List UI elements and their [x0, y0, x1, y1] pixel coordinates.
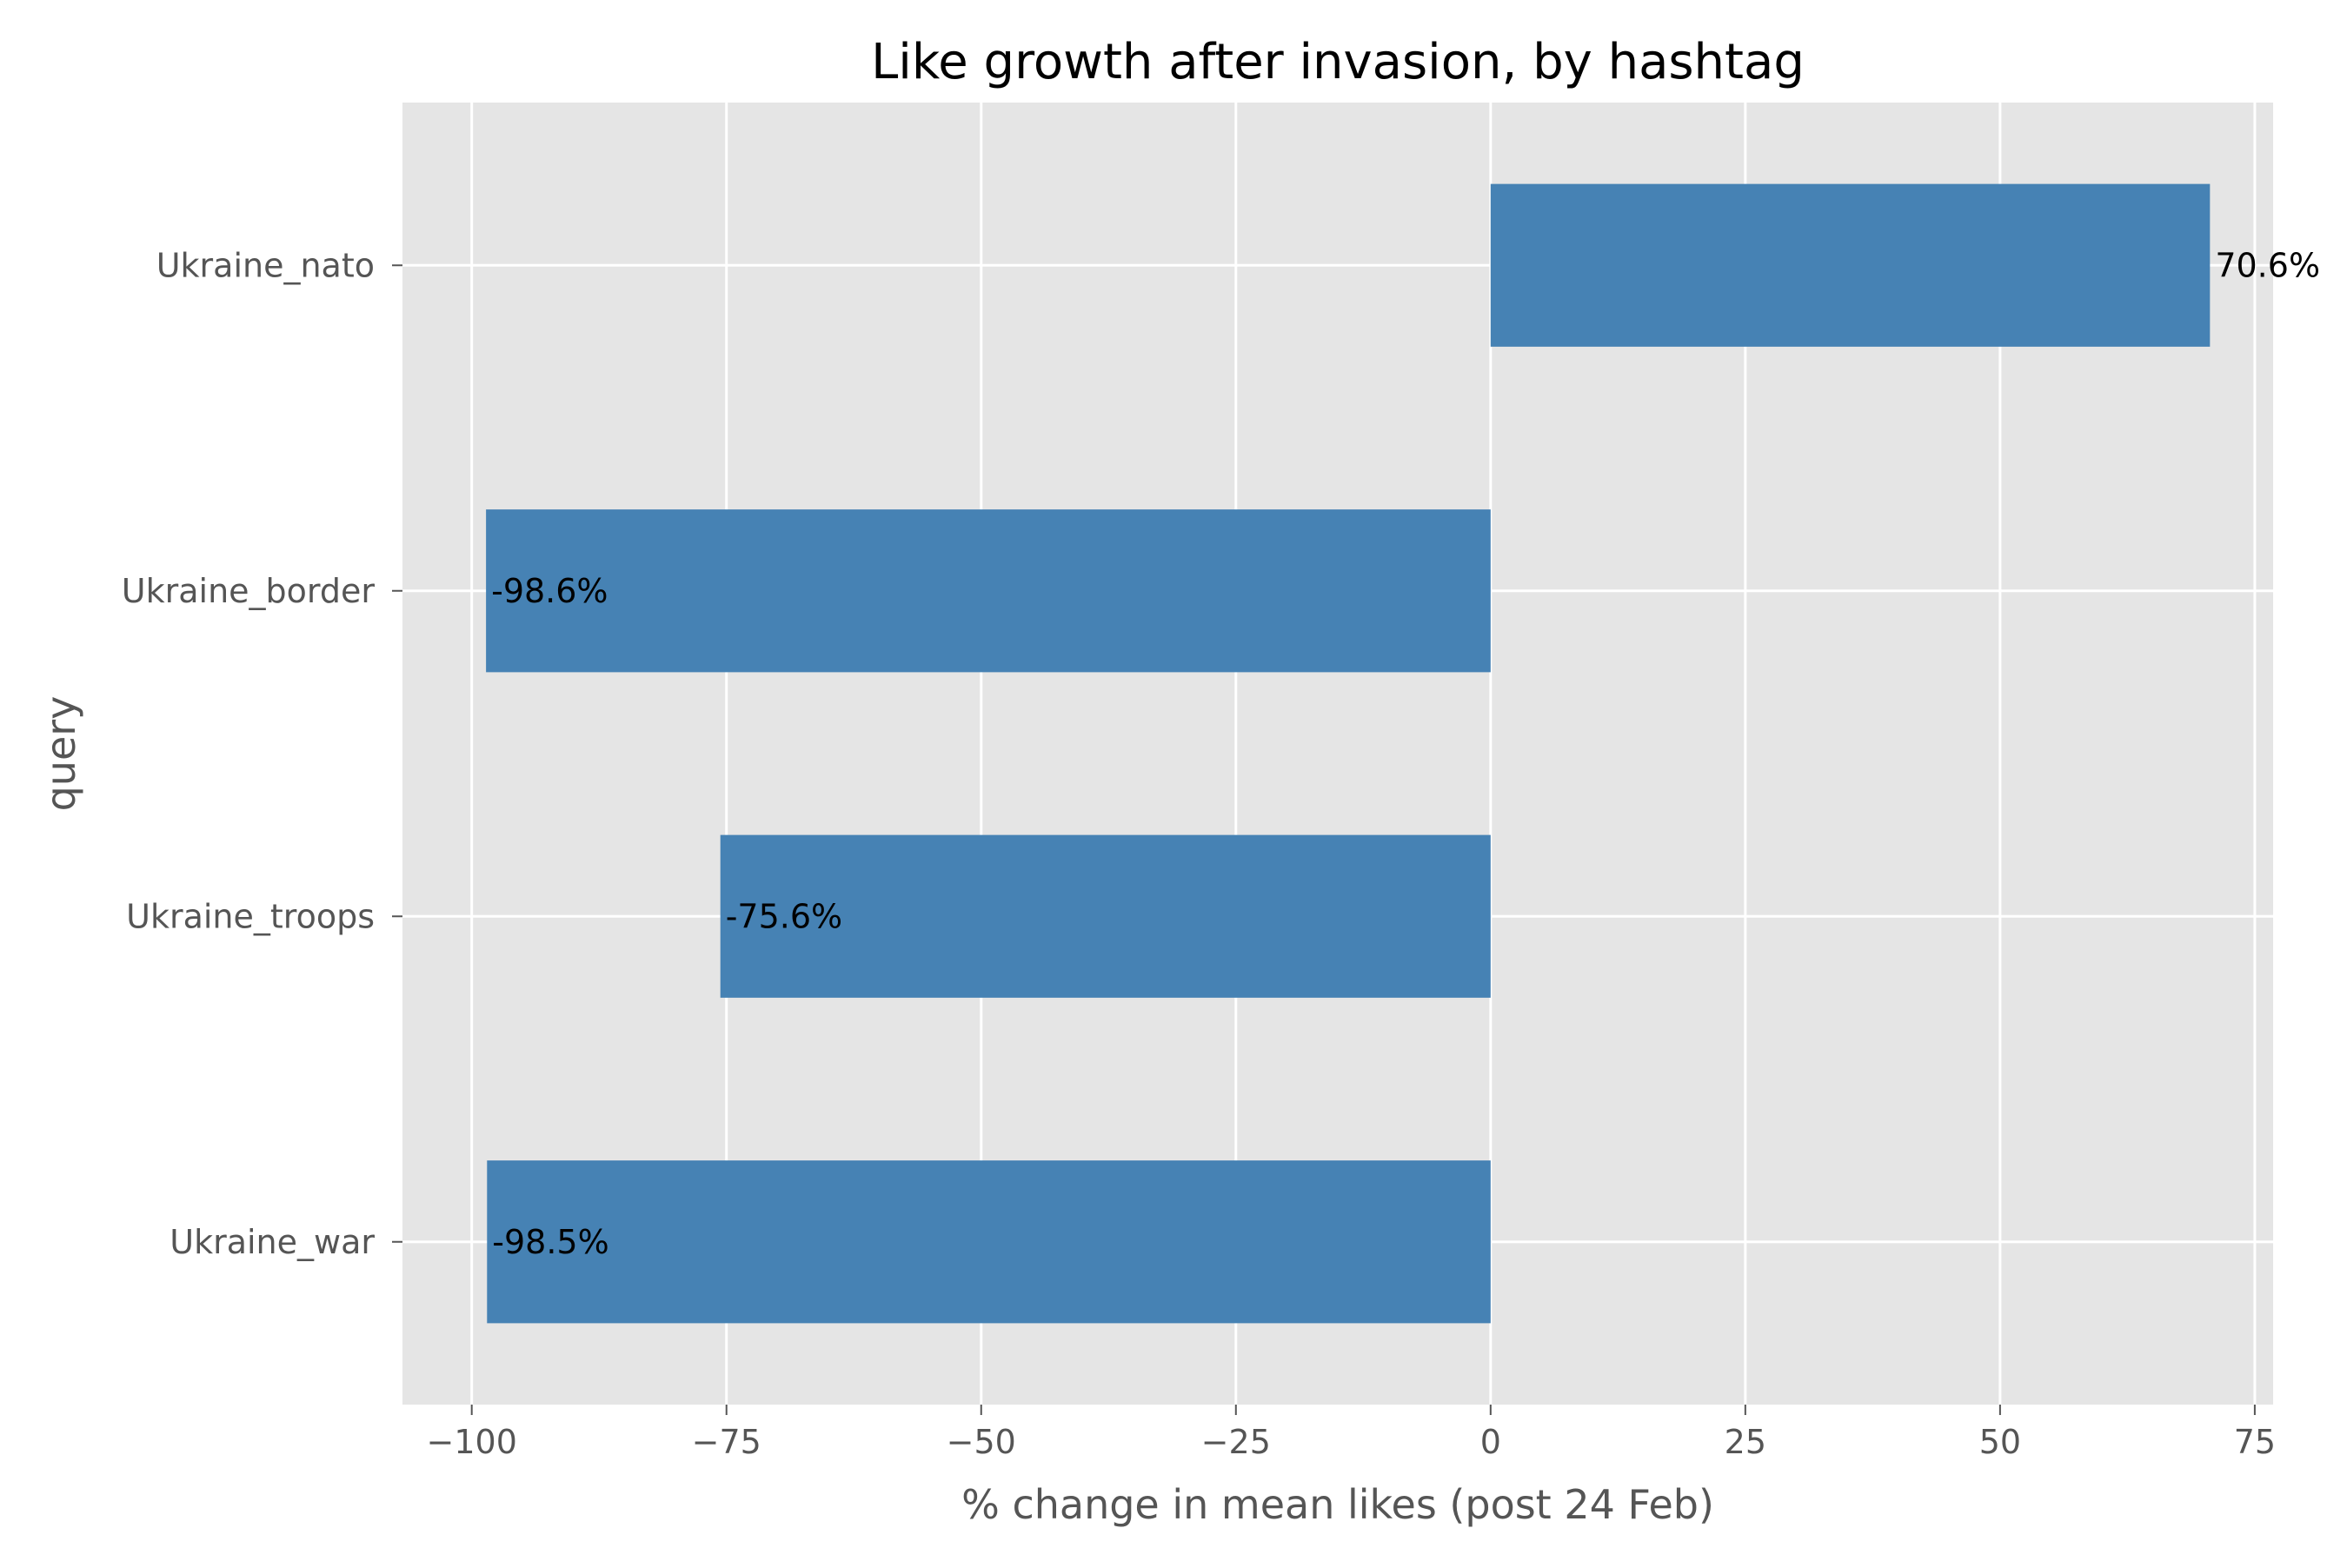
bar-value-label: -75.6% [726, 897, 842, 935]
bar-value-label: 70.6% [2215, 246, 2320, 284]
x-tick-label: −100 [427, 1423, 517, 1461]
x-tick-label: −25 [1201, 1423, 1271, 1461]
x-tick-label: 50 [1979, 1423, 2021, 1461]
y-tick-label: Ukraine_border [122, 572, 376, 610]
x-axis-label: % change in mean likes (post 24 Feb) [961, 1481, 1714, 1528]
y-tick-label: Ukraine_war [170, 1223, 375, 1261]
x-tick-label: −75 [692, 1423, 761, 1461]
x-tick-label: −50 [947, 1423, 1016, 1461]
x-axis: −100 −75 −50 −25 0 25 50 75 [427, 1405, 2276, 1461]
chart-title: Like growth after invasion, by hashtag [871, 34, 1805, 90]
bars [486, 183, 2211, 1324]
bar [487, 1160, 1491, 1324]
bar [720, 834, 1491, 998]
bar-value-label: -98.5% [492, 1223, 608, 1261]
bar [1490, 183, 2211, 347]
x-tick-label: 75 [2234, 1423, 2276, 1461]
data-labels: 70.6% -98.6% -75.6% -98.5% [491, 246, 2320, 1261]
y-tick-label: Ukraine_troops [126, 897, 375, 935]
y-tick-label: Ukraine_nato [156, 246, 375, 284]
y-axis-label: query [37, 696, 84, 812]
bar-value-label: -98.6% [491, 572, 608, 610]
bar [486, 509, 1491, 673]
x-tick-label: 0 [1480, 1423, 1501, 1461]
y-axis: Ukraine_nato Ukraine_border Ukraine_troops… [122, 246, 402, 1261]
x-tick-label: 25 [1725, 1423, 1766, 1461]
